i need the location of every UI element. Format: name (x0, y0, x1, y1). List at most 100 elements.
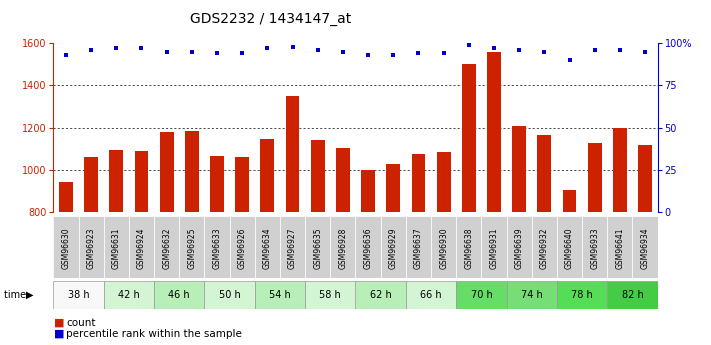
Point (614, 47, 626, 53)
Bar (205, 281, 255, 309)
Bar (356, 216, 380, 278)
Bar (431, 216, 456, 278)
Bar (129, 216, 154, 278)
Bar (311, 140, 325, 212)
Text: GSM96928: GSM96928 (338, 227, 348, 269)
Text: GSM96641: GSM96641 (616, 227, 624, 269)
Bar (154, 281, 205, 309)
Bar (582, 216, 607, 278)
Text: 70 h: 70 h (471, 290, 492, 300)
Point (363, 52, 374, 58)
Bar (210, 156, 224, 212)
Text: GSM96925: GSM96925 (187, 227, 196, 269)
Point (262, 46, 273, 51)
Bar (255, 281, 305, 309)
Text: count: count (66, 318, 95, 327)
Bar (331, 216, 356, 278)
Text: 62 h: 62 h (370, 290, 392, 300)
Text: GSM96633: GSM96633 (213, 227, 222, 269)
Bar (588, 144, 602, 212)
Point (438, 50, 449, 56)
Text: GSM96927: GSM96927 (288, 227, 297, 269)
Bar (456, 281, 506, 309)
Bar (53, 216, 78, 278)
Bar (607, 216, 633, 278)
Bar (633, 216, 658, 278)
Bar (506, 216, 532, 278)
Point (413, 50, 424, 56)
Point (161, 49, 172, 54)
Bar (179, 216, 205, 278)
Text: GSM96640: GSM96640 (565, 227, 574, 269)
Text: GSM96924: GSM96924 (137, 227, 146, 269)
Text: 74 h: 74 h (521, 290, 542, 300)
Bar (305, 281, 356, 309)
Point (564, 57, 575, 63)
Text: GSM96630: GSM96630 (61, 227, 70, 269)
Text: GSM96635: GSM96635 (314, 227, 322, 269)
Point (85, 47, 97, 53)
Bar (305, 216, 331, 278)
Point (589, 47, 600, 53)
Point (639, 49, 651, 54)
Text: GSM96631: GSM96631 (112, 227, 121, 269)
Point (287, 44, 298, 49)
Text: GDS2232 / 1434147_at: GDS2232 / 1434147_at (190, 12, 351, 26)
Text: GSM96929: GSM96929 (389, 227, 397, 269)
Bar (255, 216, 280, 278)
Bar (412, 154, 425, 212)
Text: 58 h: 58 h (319, 290, 341, 300)
Point (211, 50, 223, 56)
Bar (84, 157, 98, 212)
Text: percentile rank within the sample: percentile rank within the sample (66, 329, 242, 339)
Bar (336, 148, 350, 212)
Bar (562, 190, 577, 212)
Bar (462, 64, 476, 212)
Bar (280, 216, 305, 278)
Bar (260, 139, 274, 212)
Bar (538, 135, 551, 212)
Point (237, 50, 248, 56)
Point (387, 52, 399, 58)
Text: GSM96923: GSM96923 (87, 227, 95, 269)
Bar (613, 128, 627, 212)
Bar (406, 281, 456, 309)
Text: 46 h: 46 h (169, 290, 190, 300)
Point (312, 47, 324, 53)
Bar (104, 281, 154, 309)
Bar (356, 281, 406, 309)
Bar (53, 281, 104, 309)
Bar (638, 145, 652, 212)
Text: GSM96632: GSM96632 (162, 227, 171, 269)
Text: 42 h: 42 h (118, 290, 140, 300)
Text: 38 h: 38 h (68, 290, 90, 300)
Bar (607, 281, 658, 309)
Bar (506, 281, 557, 309)
Text: GSM96934: GSM96934 (641, 227, 650, 269)
Text: GSM96637: GSM96637 (414, 227, 423, 269)
Text: GSM96930: GSM96930 (439, 227, 448, 269)
Text: 54 h: 54 h (269, 290, 291, 300)
Text: ▶: ▶ (26, 290, 34, 300)
Point (337, 49, 348, 54)
Text: GSM96926: GSM96926 (237, 227, 247, 269)
Bar (205, 216, 230, 278)
Bar (78, 216, 104, 278)
Text: GSM96636: GSM96636 (363, 227, 373, 269)
Text: ■: ■ (54, 318, 65, 327)
Text: 82 h: 82 h (621, 290, 643, 300)
Bar (109, 150, 123, 212)
Bar (487, 51, 501, 212)
Text: ■: ■ (54, 329, 65, 339)
Bar (286, 96, 299, 212)
Point (463, 42, 474, 48)
Bar (134, 151, 149, 212)
Text: GSM96638: GSM96638 (464, 227, 474, 269)
Bar (361, 170, 375, 212)
Point (136, 46, 147, 51)
Bar (185, 131, 199, 212)
Text: 66 h: 66 h (420, 290, 442, 300)
Bar (104, 216, 129, 278)
Text: 50 h: 50 h (219, 290, 240, 300)
Point (111, 46, 122, 51)
